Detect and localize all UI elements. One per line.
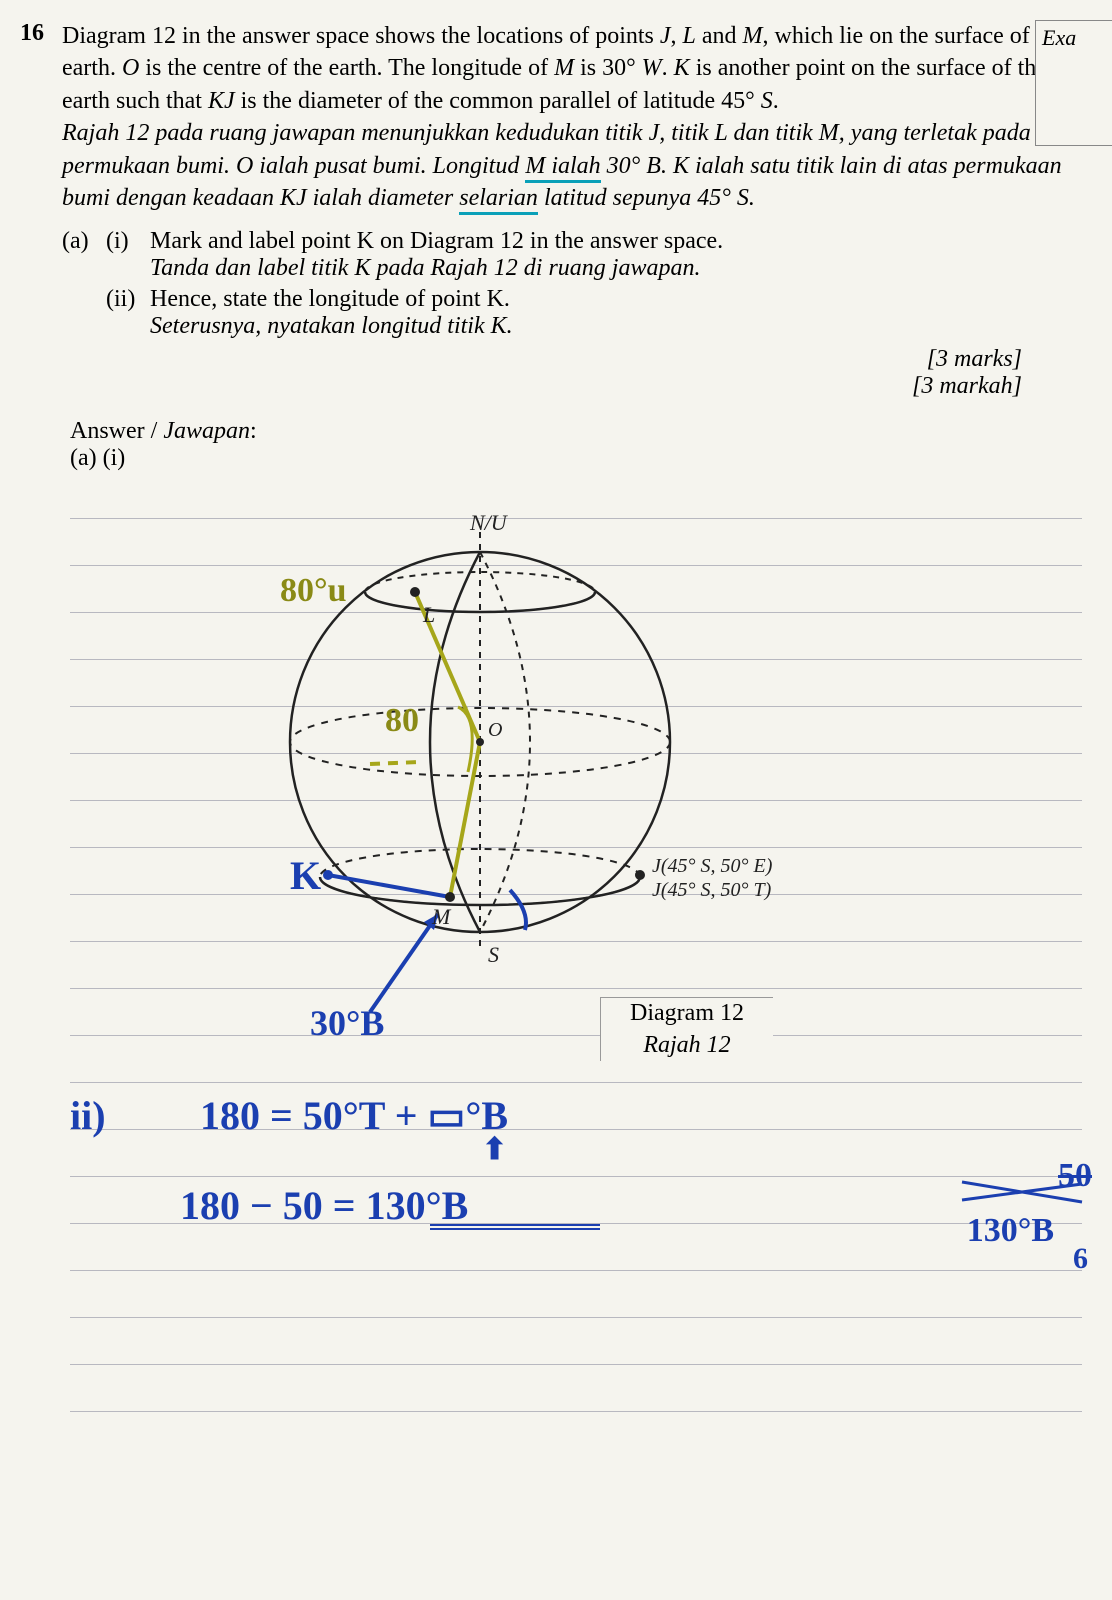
ann-30B: 30°B (310, 1002, 384, 1044)
aii-en: Hence, state the longitude of point K. (150, 286, 510, 312)
work-ii-label: ii) (40, 1092, 106, 1139)
var-J: J (660, 23, 671, 49)
part-a-label: (a) (62, 228, 106, 282)
marks-en: [3 marks] (927, 346, 1022, 372)
examiner-label: Exa (1042, 25, 1076, 50)
part-aii-body: Hence, state the longitude of point K. S… (150, 286, 1082, 340)
var-O: O (122, 55, 139, 81)
margin-130b: 130°B (967, 1212, 1054, 1250)
var-S: S (761, 88, 773, 114)
answer-area: Answer / Jawapan: (a) (i) (20, 418, 1082, 1412)
q-ms: Rajah 12 pada ruang jawapan menunjukkan … (62, 120, 1062, 215)
caption-ms: Rajah 12 (643, 1032, 730, 1058)
question-header: 16 Diagram 12 in the answer space shows … (20, 20, 1082, 214)
label-J-ms: J(45° S, 50° T) (652, 879, 772, 901)
q-text: is 30° (574, 55, 642, 81)
var-M: M (743, 23, 763, 49)
work-eq2: 180 − 50 = 130°B (150, 1182, 468, 1229)
ruled-paper: N/U L O M S J(45° S, 50° E) J(45° S, 50°… (70, 472, 1082, 1412)
exam-page: Exa 16 Diagram 12 in the answer space sh… (0, 0, 1112, 1432)
q-text: Diagram 12 in the answer space shows the… (62, 23, 660, 49)
ann-80u: 80°u (280, 572, 347, 610)
marks-block: [3 marks] [3 markah] (20, 346, 1082, 400)
marks-ms: [3 markah] (912, 373, 1022, 399)
period: . (773, 88, 779, 114)
work-eq1: 180 = 50°T + ▭°B (170, 1092, 508, 1139)
answer-label-it: Jawapan (163, 418, 250, 444)
label-N: N/U (469, 512, 509, 535)
var-KJ: KJ (208, 88, 235, 114)
diagram-caption: Diagram 12 Rajah 12 (600, 997, 773, 1060)
label-M: M (431, 904, 452, 929)
var-K: K (674, 55, 690, 81)
var-M2: M (554, 55, 574, 81)
answer-colon: : (250, 418, 257, 444)
ai-en: Mark and label point K on Diagram 12 in … (150, 228, 723, 254)
ms-selarian: selarian (459, 185, 538, 215)
part-ii-label: (ii) (106, 286, 150, 340)
var-W: W (642, 55, 662, 81)
label-L: L (422, 602, 435, 627)
question-number: 16 (20, 20, 62, 47)
label-S: S (488, 942, 499, 967)
label-O: O (488, 719, 502, 741)
aii-ms: Seterusnya, nyatakan longitud titik K. (150, 313, 513, 339)
answer-ai: (a) (i) (70, 445, 125, 471)
work-eq2-text: 180 − 50 = 130°B (180, 1183, 468, 1228)
caption-en: Diagram 12 (630, 1000, 744, 1026)
work-arrow: ⬆ (482, 1132, 507, 1167)
ai-ms: Tanda dan label titik K pada Rajah 12 di… (150, 255, 700, 281)
label-J-en: J(45° S, 50° E) (652, 855, 773, 877)
answer-label: Answer / (70, 418, 163, 444)
margin-strike-line (952, 1172, 1092, 1212)
part-ai-body: Mark and label point K on Diagram 12 in … (150, 228, 1082, 282)
ann-80: 80 (385, 702, 419, 740)
examiner-box: Exa (1035, 20, 1112, 146)
double-underline (430, 1224, 600, 1230)
q-text: is the centre of the earth. The longitud… (139, 55, 554, 81)
part-i-label: (i) (106, 228, 150, 282)
ms-part3: latitud sepunya 45° S. (538, 185, 755, 211)
ms-mialah: M ialah (525, 153, 600, 183)
ms-30b: 30° B (601, 153, 661, 179)
var-L: L (683, 23, 696, 49)
margin-6: 6 (1073, 1242, 1088, 1276)
subparts: (a) (i) Mark and label point K on Diagra… (20, 228, 1082, 340)
q-text: is the diameter of the common parallel o… (235, 88, 761, 114)
globe-diagram: N/U L O M S J(45° S, 50° E) J(45° S, 50°… (220, 512, 820, 1032)
question-body: Diagram 12 in the answer space shows the… (62, 20, 1082, 214)
q-text: . (662, 55, 674, 81)
ann-K: K (290, 852, 321, 899)
